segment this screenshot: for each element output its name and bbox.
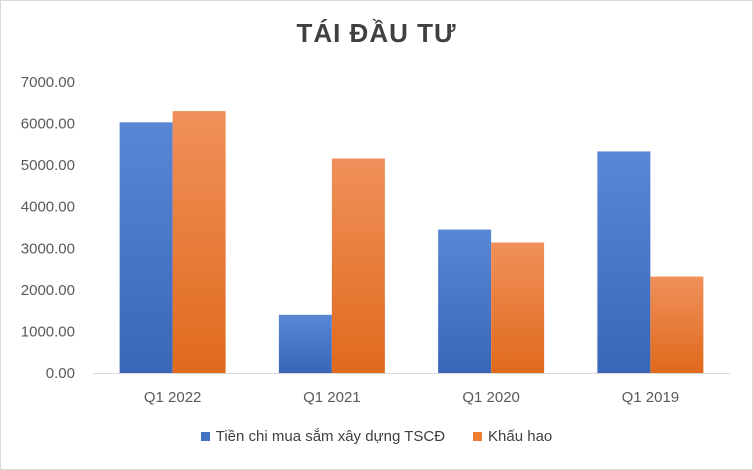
legend-swatch-series-1 — [200, 432, 210, 441]
bar-tien-chi-mua-sam-2 — [438, 229, 492, 373]
legend-label-series-2: Khấu hao — [488, 428, 553, 445]
bar-khau-hao-0 — [172, 111, 226, 373]
bar-khau-hao-3 — [650, 276, 704, 373]
bar-tien-chi-mua-sam-1 — [278, 314, 332, 373]
bar-tien-chi-mua-sam-3 — [597, 151, 651, 373]
chart-title: TÁI ĐẦU TƯ — [296, 18, 457, 48]
legend-swatch-series-2 — [473, 432, 483, 441]
legend-item-series-1: Tiền chi mua sắm xây dựng TSCĐ — [200, 428, 446, 445]
y-tick-label: 4000.00 — [21, 199, 75, 216]
x-tick-label: Q1 2019 — [622, 389, 680, 406]
legend: Tiền chi mua sắm xây dựng TSCĐ Khấu hao — [0, 428, 753, 445]
legend-label-series-1: Tiền chi mua sắm xây dựng TSCĐ — [215, 428, 446, 445]
bar-khau-hao-2 — [491, 242, 545, 373]
y-tick-label: 0.00 — [46, 365, 75, 382]
y-tick-label: 3000.00 — [21, 240, 75, 257]
x-axis: Q1 2022 Q1 2021 Q1 2020 Q1 2019 — [93, 373, 730, 406]
bar-tien-chi-mua-sam-0 — [119, 122, 173, 374]
y-tick-label: 7000.00 — [21, 74, 75, 91]
y-tick-label: 5000.00 — [21, 157, 75, 174]
x-tick-label: Q1 2020 — [462, 389, 520, 406]
y-tick-label: 1000.00 — [21, 323, 75, 340]
bars-group — [119, 111, 704, 374]
x-tick-label: Q1 2021 — [303, 389, 361, 406]
x-tick-label: Q1 2022 — [144, 389, 202, 406]
legend-item-series-2: Khấu hao — [473, 428, 552, 445]
y-tick-label: 2000.00 — [21, 282, 75, 299]
y-axis: 0.00 1000.00 2000.00 3000.00 4000.00 5000.00 6… — [21, 74, 75, 382]
y-tick-label: 6000.00 — [21, 116, 75, 133]
bar-khau-hao-1 — [331, 158, 385, 373]
